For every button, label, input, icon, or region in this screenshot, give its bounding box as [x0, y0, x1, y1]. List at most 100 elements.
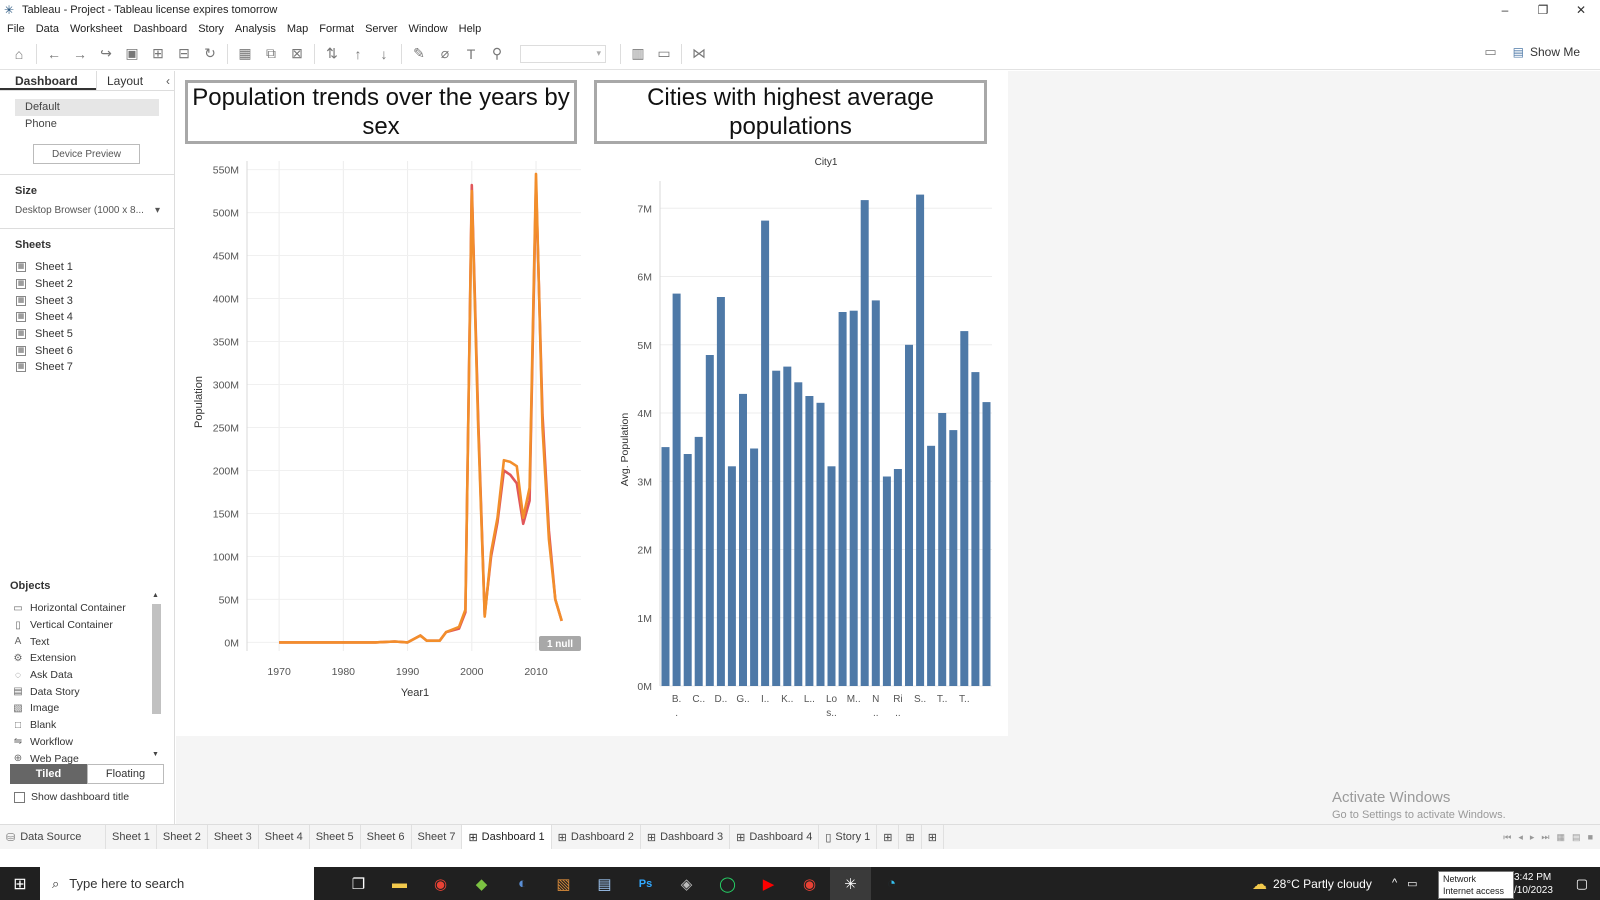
object-text[interactable]: A Text	[0, 633, 150, 650]
line-chart[interactable]: 1970 1980 1990 2000 2010 0M 50M 100M 150M 200M 250…	[185, 151, 585, 736]
scrollbar-thumb[interactable]	[152, 604, 161, 714]
share-icon[interactable]: ⋈	[692, 45, 706, 61]
bar-chart[interactable]: City1 0M 1M 2M 3M 4M 5M 6M 7M Avg. Population B.. C…	[594, 151, 994, 736]
tab-dashboard[interactable]: Dashboard	[0, 71, 96, 90]
sheet-item[interactable]: ▦ Sheet 2	[0, 276, 174, 293]
youtube-icon[interactable]: ▶	[762, 875, 775, 893]
menu-map[interactable]: Map	[286, 23, 309, 35]
last-tab-icon[interactable]: ⏭	[1541, 831, 1550, 842]
show-me-button[interactable]: ▤ Show Me	[1513, 45, 1580, 59]
tab-story-1[interactable]: ▯ Story 1	[819, 825, 878, 849]
clock[interactable]: 3:42 PM/10/2023	[1514, 871, 1553, 897]
windows-start-icon[interactable]: ⊞	[13, 875, 27, 893]
menu-dashboard[interactable]: Dashboard	[133, 23, 188, 35]
first-tab-icon[interactable]: ⏮	[1503, 831, 1512, 842]
taskbar-search[interactable]: ⌕ Type here to search	[40, 867, 314, 900]
object-image[interactable]: ▧ Image	[0, 700, 150, 717]
photoshop-icon[interactable]: Ps	[638, 877, 653, 890]
app-icon[interactable]: ◈	[680, 875, 693, 893]
whatsapp-icon[interactable]: ◯	[719, 875, 736, 893]
new-data-source-icon[interactable]: ⊞	[152, 45, 164, 61]
menu-window[interactable]: Window	[408, 23, 448, 35]
object-vertical-container[interactable]: ▯ Vertical Container	[0, 617, 150, 634]
show-title-checkbox[interactable]: Show dashboard title	[14, 791, 129, 803]
tab-dashboard-1[interactable]: ⊞ Dashboard 1	[462, 825, 552, 849]
task-view-icon[interactable]: ❐	[351, 875, 366, 893]
weather-widget[interactable]: ☁ 28°C Partly cloudy	[1252, 875, 1372, 893]
forward-icon[interactable]: →	[73, 45, 87, 62]
fit-dropdown[interactable]: ▾	[520, 44, 606, 63]
device-phone[interactable]: Phone	[25, 118, 57, 130]
new-dashboard-tab-icon[interactable]: ⊞	[899, 825, 922, 849]
swap-icon[interactable]: ⇅	[326, 45, 338, 61]
tab-dashboard-2[interactable]: ⊞ Dashboard 2	[552, 825, 641, 849]
object-data-story[interactable]: ▤ Data Story	[0, 683, 150, 700]
tab-dashboard-3[interactable]: ⊞ Dashboard 3	[641, 825, 731, 849]
tab-data-source[interactable]: ⛁ Data Source	[0, 825, 106, 849]
sorter-view-icon[interactable]: ▦	[1556, 831, 1566, 842]
scroll-up-icon[interactable]: ▲	[152, 592, 159, 599]
pause-updates-icon[interactable]: ⊟	[178, 45, 190, 61]
collapse-pane-icon[interactable]: ‹	[166, 74, 170, 88]
tableau-taskbar-icon[interactable]: ✳	[830, 867, 871, 900]
object-horizontal-container[interactable]: ▭ Horizontal Container	[0, 600, 150, 617]
chrome-profile-icon[interactable]: ◉	[802, 875, 817, 893]
object-web-page[interactable]: ⊕ Web Page	[0, 750, 150, 767]
device-default[interactable]: Default	[15, 99, 159, 116]
size-dropdown[interactable]: Desktop Browser (1000 x 8... ▾	[15, 205, 160, 216]
device-preview-button[interactable]: Device Preview	[33, 144, 140, 164]
menu-file[interactable]: File	[7, 23, 25, 35]
photos-icon[interactable]: ▧	[556, 875, 571, 893]
duplicate-icon[interactable]: ⧉	[266, 45, 276, 61]
tab-sheet-5[interactable]: Sheet 5	[310, 825, 361, 849]
new-worksheet-icon[interactable]: ▦	[238, 45, 252, 61]
tab-dashboard-4[interactable]: ⊞ Dashboard 4	[730, 825, 820, 849]
tab-sheet-1[interactable]: Sheet 1	[106, 825, 157, 849]
clear-sheet-icon[interactable]: ⊠	[291, 45, 303, 61]
network-icon[interactable]: ▭	[1407, 878, 1418, 890]
tiled-button[interactable]: Tiled	[10, 764, 87, 784]
minimize-button[interactable]: –	[1501, 3, 1509, 17]
chrome-icon[interactable]: ◉	[433, 875, 448, 893]
title-box-left[interactable]: Population trends over the years by sex	[185, 80, 577, 144]
sheet-item[interactable]: ▦ Sheet 5	[0, 326, 174, 343]
restore-button[interactable]: ❐	[1537, 3, 1549, 17]
menu-data[interactable]: Data	[35, 23, 59, 35]
menu-server[interactable]: Server	[365, 23, 398, 35]
new-worksheet-tab-icon[interactable]: ⊞	[877, 825, 900, 849]
evernote-icon[interactable]: ◆	[475, 875, 488, 893]
presentation-icon[interactable]: ▭	[657, 45, 671, 61]
redo-icon[interactable]: ↪	[100, 45, 112, 61]
tab-sheet-2[interactable]: Sheet 2	[157, 825, 208, 849]
tab-layout[interactable]: Layout	[96, 71, 166, 90]
menu-worksheet[interactable]: Worksheet	[69, 23, 123, 35]
menu-format[interactable]: Format	[319, 23, 355, 35]
prev-tab-icon[interactable]: ◂	[1518, 831, 1523, 842]
new-story-tab-icon[interactable]: ⊞	[922, 825, 944, 849]
sheet-item[interactable]: ▦ Sheet 4	[0, 309, 174, 326]
tab-sheet-7[interactable]: Sheet 7	[412, 825, 463, 849]
menu-analysis[interactable]: Analysis	[234, 23, 276, 35]
sheet-item[interactable]: ▦ Sheet 7	[0, 359, 174, 376]
object-workflow[interactable]: ⇋ Workflow	[0, 734, 150, 751]
cards-icon[interactable]: ▥	[631, 45, 645, 61]
object-blank[interactable]: □ Blank	[0, 717, 150, 734]
sort-descending-icon[interactable]: ↓	[380, 45, 388, 62]
back-icon[interactable]: ←	[47, 45, 61, 62]
scroll-down-icon[interactable]: ▼	[152, 751, 159, 758]
sheet-item[interactable]: ▦ Sheet 1	[0, 259, 174, 276]
comment-icon[interactable]: ▭	[1484, 44, 1497, 59]
app-icon[interactable]: ◐	[517, 875, 528, 892]
sheet-item[interactable]: ▦ Sheet 3	[0, 292, 174, 309]
pin-icon[interactable]: ⚲	[491, 45, 503, 61]
labels-icon[interactable]: T	[466, 45, 476, 62]
notifications-icon[interactable]: ▢	[1575, 875, 1588, 891]
tab-sheet-6[interactable]: Sheet 6	[361, 825, 412, 849]
file-explorer-icon[interactable]: ▬	[392, 875, 407, 892]
home-icon[interactable]: ⌂	[14, 45, 24, 62]
filmstrip-view-icon[interactable]: ▤	[1572, 831, 1581, 842]
tab-sheet-3[interactable]: Sheet 3	[208, 825, 259, 849]
refresh-icon[interactable]: ↻	[204, 45, 216, 61]
edge-icon[interactable]: ◔	[886, 875, 897, 892]
floating-button[interactable]: Floating	[87, 764, 164, 784]
